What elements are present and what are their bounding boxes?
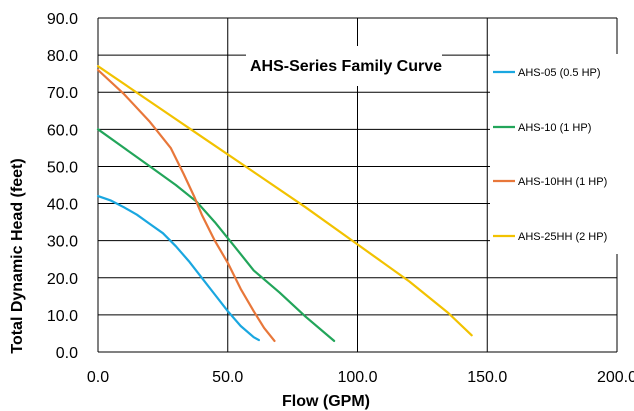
x-tick-label: 0.0 [87,369,109,386]
series-line-2 [96,128,336,342]
chart-title-background [246,46,442,86]
y-axis-title: Total Dynamic Head (feet) [9,158,26,353]
x-tick-labels: 0.0 50.0 100.0 150.0 200.0 [87,369,634,386]
series-line-1 [96,195,260,342]
y-tick-label: 70.0 [47,85,78,102]
legend-label-3: AHS-10HH (1 HP) [518,176,607,188]
grid [97,17,618,353]
y-tick-label: 90.0 [47,11,78,28]
legend-label-1: AHS-05 (0.5 HP) [518,67,601,79]
series-line-4 [96,65,473,337]
y-tick-label: 80.0 [47,48,78,65]
x-axis-title: Flow (GPM) [282,393,370,410]
chart-title: AHS-Series Family Curve [250,58,442,75]
legend-label-2: AHS-10 (1 HP) [518,122,591,134]
y-tick-label: 50.0 [47,159,78,176]
series-line-3 [96,68,276,342]
y-tick-labels: 0.0 10.0 20.0 30.0 40.0 50.0 60.0 70.0 80.0 90.0 [47,11,78,362]
legend-label-4: AHS-25HH (2 HP) [518,231,607,243]
x-tick-label: 200.0 [597,369,634,386]
y-tick-label: 10.0 [47,308,78,325]
y-tick-label: 30.0 [47,234,78,251]
y-tick-label: 40.0 [47,197,78,214]
x-tick-label: 100.0 [337,369,377,386]
y-tick-label: 60.0 [47,122,78,139]
legend: AHS-05 (0.5 HP) AHS-10 (1 HP) AHS-10HH (1 … [490,54,634,254]
x-tick-label: 50.0 [212,369,243,386]
series-lines [96,65,473,342]
x-tick-label: 150.0 [467,369,507,386]
y-tick-label: 0.0 [56,345,78,362]
y-tick-label: 20.0 [47,271,78,288]
legend-background [490,54,634,254]
